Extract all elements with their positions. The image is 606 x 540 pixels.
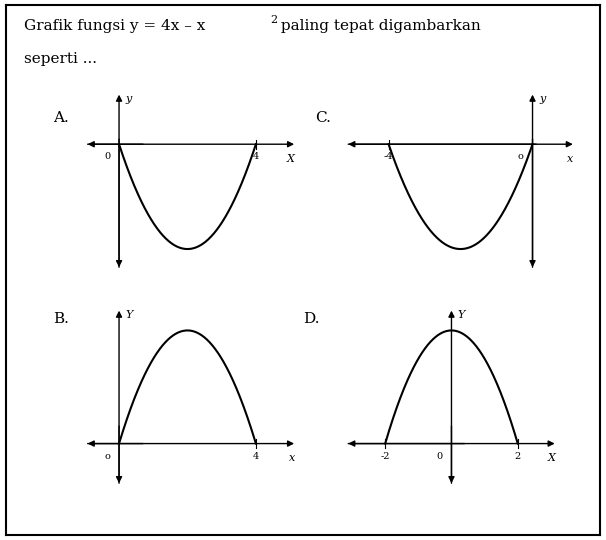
Text: 2: 2: [514, 451, 521, 461]
Text: 2: 2: [270, 15, 278, 25]
Text: y: y: [125, 93, 132, 104]
Text: D.: D.: [303, 312, 319, 326]
Text: 4: 4: [253, 451, 259, 461]
Text: -4: -4: [384, 152, 393, 161]
Text: 4: 4: [253, 152, 259, 161]
Text: X: X: [548, 454, 555, 463]
Text: X: X: [287, 154, 295, 164]
Text: o: o: [105, 451, 110, 461]
Text: 0: 0: [104, 152, 110, 161]
Text: 0: 0: [437, 451, 443, 461]
Text: x: x: [288, 454, 295, 463]
Text: A.: A.: [53, 111, 69, 125]
Text: o: o: [518, 152, 524, 161]
Text: Y: Y: [458, 309, 465, 320]
Text: -2: -2: [381, 451, 390, 461]
Text: paling tepat digambarkan: paling tepat digambarkan: [276, 18, 481, 32]
Text: Y: Y: [125, 309, 133, 320]
Text: seperti ...: seperti ...: [24, 52, 97, 66]
Text: C.: C.: [315, 111, 331, 125]
Text: x: x: [567, 154, 573, 164]
Text: Grafik fungsi y = 4x – x: Grafik fungsi y = 4x – x: [24, 18, 205, 32]
Text: B.: B.: [53, 312, 70, 326]
Text: y: y: [539, 93, 545, 104]
